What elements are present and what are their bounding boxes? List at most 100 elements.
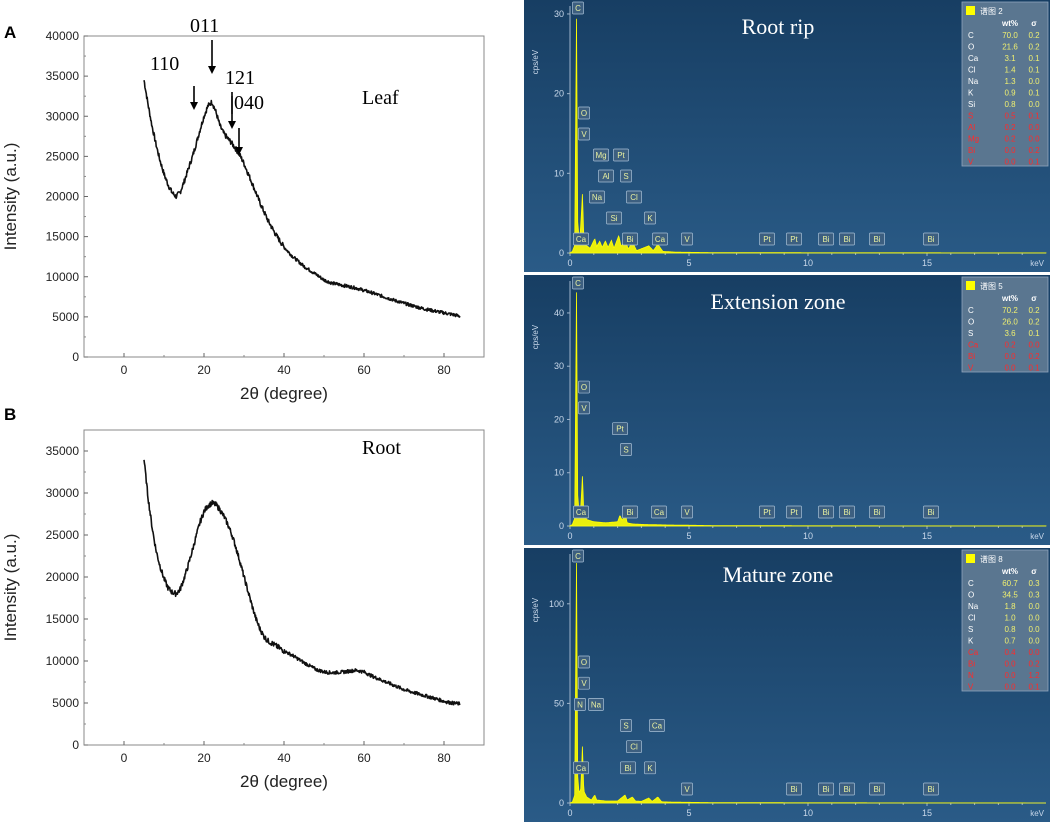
eds-peak-label: Cl — [630, 193, 638, 202]
eds-legend-wt: 0.9 — [1004, 89, 1016, 98]
y-tick-label: 5000 — [52, 310, 79, 324]
eds-legend-header-wt: wt% — [1001, 567, 1018, 576]
eds-peak-label: Bi — [822, 508, 829, 517]
x-tick-label: 20 — [197, 751, 211, 765]
eds-peak-box — [578, 106, 590, 120]
eds-peak-label: Ca — [655, 235, 666, 244]
eds-peak-label: S — [623, 172, 628, 181]
eds-x-tick-label: 0 — [567, 531, 572, 541]
eds-legend-element: S — [968, 329, 973, 338]
eds-legend-element: Na — [968, 602, 979, 611]
eds-legend-title: 谱图 5 — [980, 281, 1003, 291]
y-tick-label: 30000 — [46, 486, 80, 500]
xrd-leaf-ylabel: Intensity (a.u.) — [1, 143, 20, 251]
eds-peak-label: O — [581, 383, 587, 392]
eds-legend-element: Bi — [968, 352, 975, 361]
eds-peak-label: Bi — [790, 785, 797, 794]
y-tick-label: 0 — [72, 738, 79, 752]
eds-legend-wt: 0.0 — [1004, 364, 1016, 373]
eds-legend-sigma: 0.1 — [1028, 329, 1040, 338]
eds-peak-box — [620, 719, 632, 732]
peak-arrow-head — [235, 147, 243, 155]
y-tick-label: 10000 — [46, 270, 80, 284]
eds-peak-label: C — [575, 279, 581, 288]
eds-peak-box — [869, 505, 885, 519]
eds-legend-wt: 0.0 — [1004, 146, 1016, 155]
peak-arrow-head — [228, 121, 236, 129]
eds-legend-wt: 0.2 — [1004, 135, 1016, 144]
eds-legend-sigma: 0.0 — [1028, 100, 1040, 109]
eds-peak-label: Bi — [927, 235, 934, 244]
eds-peak-box — [839, 232, 855, 246]
eds-peak-box — [839, 782, 855, 796]
eds-legend-element: K — [968, 89, 974, 98]
y-tick-label: 25000 — [46, 528, 80, 542]
eds-legend-sigma: 0.2 — [1028, 31, 1040, 40]
eds-legend-wt: 60.7 — [1002, 579, 1018, 588]
eds-legend-sigma: 1.2 — [1028, 671, 1040, 680]
eds-peak-label: Bi — [626, 508, 633, 517]
eds-legend-wt: 0.7 — [1004, 637, 1016, 646]
eds-peak-box — [578, 401, 590, 415]
x-tick-label: 40 — [277, 363, 291, 377]
x-tick-label: 80 — [437, 751, 451, 765]
eds-peak-label: Bi — [873, 508, 880, 517]
eds-peak-label: Bi — [927, 785, 934, 794]
eds-peak-box — [574, 697, 586, 711]
eds-legend-element: V — [968, 158, 974, 167]
eds-legend-sigma: 0.0 — [1028, 614, 1040, 623]
eds-peak-box — [622, 505, 638, 519]
eds-peak-label: V — [581, 404, 587, 413]
eds-legend-element: Ca — [968, 341, 979, 350]
eds-legend-wt: 0.0 — [1004, 660, 1016, 669]
eds-y-tick-label: 30 — [554, 9, 564, 19]
eds-peak-label: V — [581, 679, 587, 688]
eds-legend-sigma: 0.1 — [1028, 89, 1040, 98]
xrd-leaf-ticks: 0 5000 10000 15000 20000 25000 30000 35000 40000… — [46, 29, 485, 377]
eds-peak-label: V — [581, 130, 587, 139]
eds-legend-wt: 0.8 — [1004, 100, 1016, 109]
eds-legend-sigma: 0.1 — [1028, 66, 1040, 75]
xrd-leaf-title: Leaf — [362, 87, 399, 109]
eds-legend-sigma: 0.0 — [1028, 341, 1040, 350]
eds-legend-header-sigma: σ — [1031, 19, 1037, 28]
eds-legend-element: V — [968, 364, 974, 373]
eds-peak-label: Bi — [843, 785, 850, 794]
eds-y-unit: cps/eV — [531, 49, 540, 74]
eds-y-tick-label: 30 — [554, 361, 564, 371]
xrd-root-title: Root — [362, 437, 401, 459]
eds-legend-header-sigma: σ — [1031, 294, 1037, 303]
eds-x-tick-label: 5 — [686, 808, 691, 818]
eds-legend-element: Ca — [968, 54, 979, 63]
eds-peak-box — [681, 232, 693, 246]
eds-legend-element: V — [968, 683, 974, 692]
eds-peak-label: Na — [592, 193, 603, 202]
eds-legend-sigma: 0.2 — [1028, 660, 1040, 669]
eds-legend-sigma: 0.2 — [1028, 146, 1040, 155]
eds-legend-wt: 1.4 — [1004, 66, 1016, 75]
y-tick-label: 30000 — [46, 109, 80, 123]
eds-peak-box — [869, 232, 885, 246]
eds-y-tick-label: 10 — [554, 468, 564, 478]
eds-legend-wt: 0.0 — [1004, 352, 1016, 361]
eds-peak-label: Si — [610, 214, 617, 223]
eds-peak-box — [573, 761, 589, 775]
eds-legend-wt: 1.8 — [1004, 602, 1016, 611]
peak-label: 110 — [150, 53, 179, 75]
peak-arrow-head — [208, 66, 216, 74]
xrd-leaf-series-line — [143, 80, 461, 318]
eds-legend-sigma: 0.0 — [1028, 77, 1040, 86]
xrd-root-ylabel: Intensity (a.u.) — [1, 534, 20, 642]
eds-peak-box — [786, 782, 802, 796]
eds-peak-label: Pt — [616, 425, 624, 434]
eds-peak-label: V — [684, 785, 690, 794]
eds-peak-box — [644, 761, 656, 775]
eds-legend-title: 谱图 8 — [980, 554, 1003, 564]
eds-legend-wt: 1.3 — [1004, 77, 1016, 86]
eds-y-tick-label: 0 — [559, 248, 564, 258]
eds-peak-label: Bi — [927, 508, 934, 517]
eds-x-tick-label: 10 — [803, 808, 813, 818]
eds-peak-box — [578, 655, 590, 669]
x-tick-label: 0 — [121, 363, 128, 377]
